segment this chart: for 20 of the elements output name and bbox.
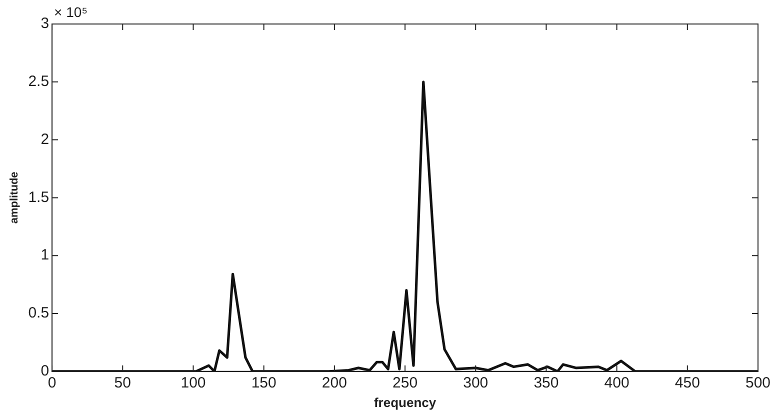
y-tick-label: 3 [40, 15, 50, 32]
y-tick-label: 1 [40, 246, 50, 264]
y-axis-title: amplitude [8, 172, 21, 224]
x-tick-label: 250 [392, 374, 418, 392]
x-tick-label: 350 [534, 374, 559, 392]
x-tick-label: 450 [674, 374, 700, 392]
y-tick-label: 2 [40, 130, 50, 148]
y-tick-label: 0 [40, 362, 50, 380]
x-tick-label: 400 [604, 374, 630, 392]
x-tick-label: 50 [114, 374, 131, 392]
x-tick-label: 150 [251, 374, 276, 392]
y-tick-label: 0.5 [28, 304, 50, 322]
x-tick-label: 100 [180, 374, 206, 392]
x-axis-title: frequency [374, 394, 437, 410]
x-tick-label: 200 [322, 374, 347, 392]
x-tick-label: 500 [745, 374, 771, 392]
x-tick-label: 300 [463, 374, 488, 392]
y-tick-label: 2.5 [28, 73, 50, 90]
y-tick-label: 1.5 [28, 188, 50, 206]
text: × 10⁵ [54, 4, 88, 20]
